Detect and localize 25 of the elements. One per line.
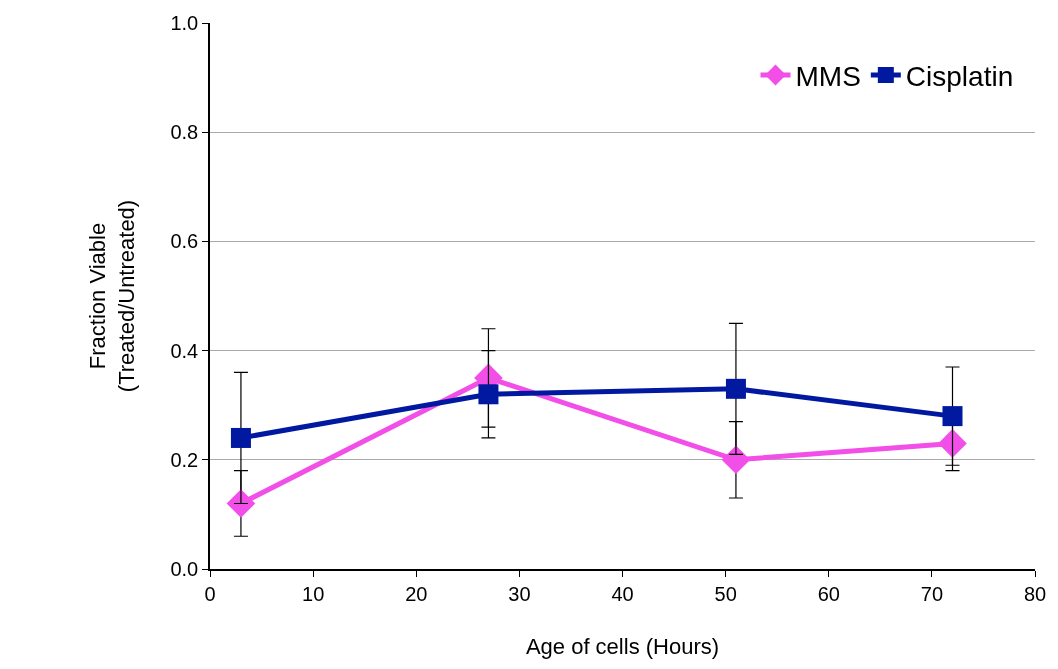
x-tick-label: 20 [405,582,428,605]
x-tick-label: 50 [714,582,737,605]
x-tick-label: 60 [817,582,840,605]
y-axis-title: Fraction Viable (Treated/Untreated) [85,199,139,393]
x-tick-label: 80 [1023,582,1047,605]
point [942,406,963,427]
y-tick-label: 0.0 [170,558,199,580]
y-tick-label: 0.2 [170,448,199,471]
point [478,384,499,405]
x-axis-title: Age of cells (Hours) [525,634,720,660]
point [230,427,251,448]
x-tick-label: 30 [508,582,531,605]
y-tick-label: 0.6 [170,230,199,253]
x-tick-label: 10 [302,582,325,605]
x-tick-label: 0 [204,582,216,605]
x-tick-label: 40 [611,582,634,605]
legend-label: Cisplatin [905,60,1014,92]
point [721,445,751,475]
point [938,429,967,458]
x-tick-label: 70 [920,582,944,605]
y-tick-label: 0.4 [170,339,199,362]
legend-label: MMS [795,60,861,92]
y-tick-label: 0.8 [170,121,199,144]
point [725,378,746,399]
y-tick-label: 1.0 [170,12,199,34]
